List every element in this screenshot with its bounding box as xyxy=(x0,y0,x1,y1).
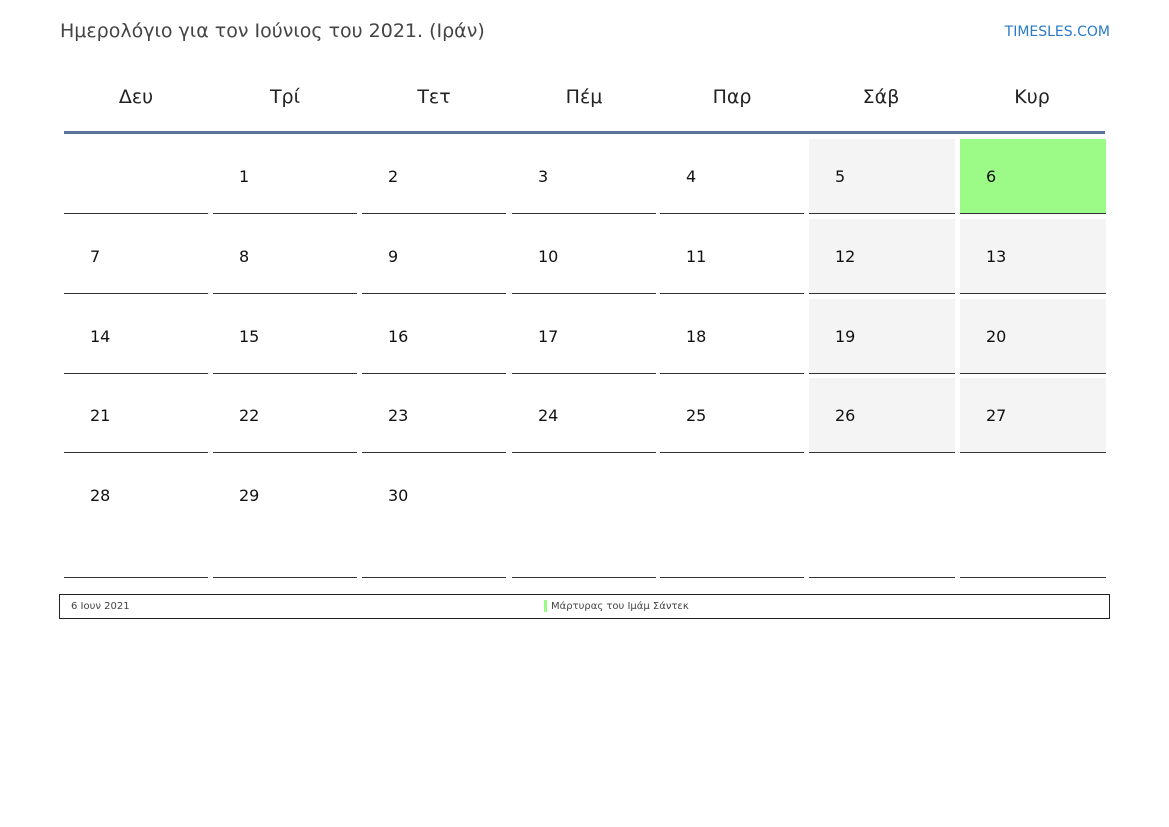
day-number: 20 xyxy=(986,327,1007,346)
day-cell[interactable]: 26 xyxy=(809,378,955,453)
day-cell[interactable]: 21 xyxy=(64,378,208,453)
day-cell xyxy=(64,139,208,214)
day-number: 1 xyxy=(239,167,250,186)
day-number: 6 xyxy=(986,167,997,186)
day-number: 25 xyxy=(686,406,707,425)
day-cell[interactable]: 1 xyxy=(213,139,357,214)
day-cell[interactable]: 22 xyxy=(213,378,357,453)
holiday-color-marker xyxy=(544,600,547,612)
day-number: 30 xyxy=(388,486,409,505)
holiday-name: Μάρτυρας του Ιμάμ Σάντεκ xyxy=(551,601,689,612)
day-cell[interactable]: 12 xyxy=(809,219,955,294)
day-number: 4 xyxy=(686,167,697,186)
day-cell[interactable]: 23 xyxy=(362,378,506,453)
day-number: 16 xyxy=(388,327,409,346)
day-cell[interactable]: 6 xyxy=(960,139,1106,214)
day-cell[interactable]: 14 xyxy=(64,299,208,374)
brand-link[interactable]: TIMESLES.COM xyxy=(1004,24,1110,40)
day-number: 14 xyxy=(90,327,111,346)
day-number: 26 xyxy=(835,406,856,425)
day-number: 2 xyxy=(388,167,399,186)
day-number: 8 xyxy=(239,247,250,266)
day-cell[interactable]: 8 xyxy=(213,219,357,294)
day-cell[interactable]: 2 xyxy=(362,139,506,214)
day-number: 3 xyxy=(538,167,549,186)
weekday-header: Κυρ xyxy=(1014,86,1050,108)
day-number: 11 xyxy=(686,247,707,266)
day-number: 27 xyxy=(986,406,1007,425)
day-number: 5 xyxy=(835,167,846,186)
day-cell[interactable]: 29 xyxy=(213,458,357,578)
day-cell[interactable]: 25 xyxy=(660,378,804,453)
day-cell[interactable]: 7 xyxy=(64,219,208,294)
holiday-legend: 6 Ιουν 2021 Μάρτυρας του Ιμάμ Σάντεκ xyxy=(59,594,1110,619)
day-cell[interactable]: 18 xyxy=(660,299,804,374)
day-cell xyxy=(660,458,804,578)
day-cell[interactable]: 4 xyxy=(660,139,804,214)
day-cell[interactable]: 27 xyxy=(960,378,1106,453)
weekday-header: Παρ xyxy=(712,86,752,108)
day-number: 23 xyxy=(388,406,409,425)
day-number: 29 xyxy=(239,486,260,505)
day-number: 24 xyxy=(538,406,559,425)
day-number: 13 xyxy=(986,247,1007,266)
day-number: 18 xyxy=(686,327,707,346)
weekday-header: Πέμ xyxy=(565,86,603,108)
day-number: 17 xyxy=(538,327,559,346)
weekday-header: Δευ xyxy=(118,86,154,108)
day-cell[interactable]: 30 xyxy=(362,458,506,578)
day-cell xyxy=(809,458,955,578)
weekday-header: Τρί xyxy=(269,86,301,108)
day-number: 12 xyxy=(835,247,856,266)
day-cell[interactable]: 20 xyxy=(960,299,1106,374)
day-cell[interactable]: 28 xyxy=(64,458,208,578)
day-cell[interactable]: 13 xyxy=(960,219,1106,294)
day-cell[interactable]: 16 xyxy=(362,299,506,374)
day-cell[interactable]: 19 xyxy=(809,299,955,374)
header-divider xyxy=(64,131,1105,134)
weekday-header: Σάβ xyxy=(862,86,900,108)
day-cell[interactable]: 11 xyxy=(660,219,804,294)
day-number: 10 xyxy=(538,247,559,266)
day-number: 7 xyxy=(90,247,101,266)
day-cell xyxy=(512,458,656,578)
day-number: 21 xyxy=(90,406,111,425)
day-cell xyxy=(960,458,1106,578)
day-cell[interactable]: 10 xyxy=(512,219,656,294)
page-title: Ημερολόγιο για τον Ιούνιος του 2021. (Ιρ… xyxy=(60,20,485,42)
holiday-date: 6 Ιουν 2021 xyxy=(71,601,130,612)
day-cell[interactable]: 9 xyxy=(362,219,506,294)
day-number: 9 xyxy=(388,247,399,266)
day-cell[interactable]: 3 xyxy=(512,139,656,214)
day-cell[interactable]: 24 xyxy=(512,378,656,453)
day-cell[interactable]: 5 xyxy=(809,139,955,214)
weekday-header: Τετ xyxy=(417,86,451,108)
day-number: 19 xyxy=(835,327,856,346)
day-number: 28 xyxy=(90,486,111,505)
day-cell[interactable]: 17 xyxy=(512,299,656,374)
day-number: 15 xyxy=(239,327,260,346)
day-cell[interactable]: 15 xyxy=(213,299,357,374)
day-number: 22 xyxy=(239,406,260,425)
